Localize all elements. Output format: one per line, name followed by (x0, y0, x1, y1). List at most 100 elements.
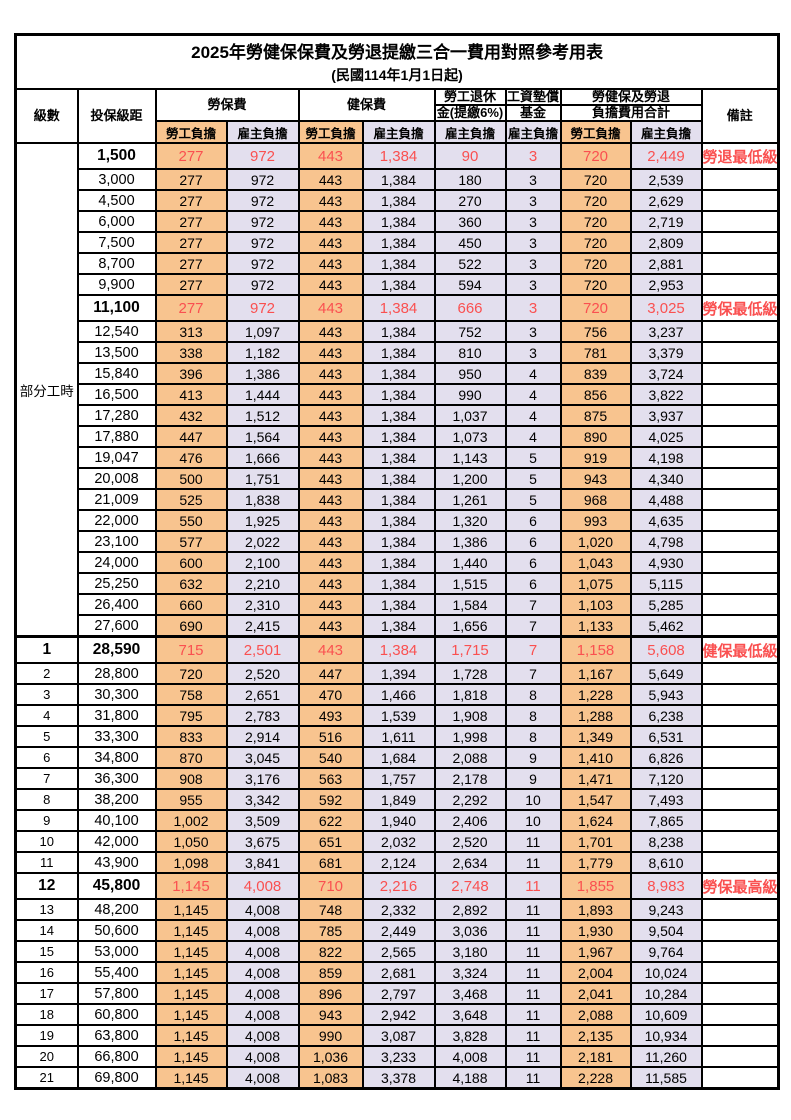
level-cell: 7 (14, 767, 79, 790)
health-ins-employer-cell: 2,032 (361, 830, 436, 853)
total-employee-cell: 993 (559, 509, 632, 532)
group-header-row-1: 級數 投保級距 勞保費 健保費 勞工退休 工資墊償 勞健保及勞退 備註 (14, 88, 780, 144)
health-ins-employer-cell: 1,394 (361, 662, 436, 685)
labor-ins-employee-cell: 476 (154, 446, 228, 469)
remark-cell (700, 551, 780, 574)
labor-ins-employer-cell: 972 (225, 294, 300, 322)
health-ins-employee-cell: 443 (297, 614, 364, 638)
bracket-cell: 69,800 (76, 1066, 157, 1090)
level-cell: 20 (14, 1045, 79, 1068)
total-employer-cell: 10,934 (629, 1024, 703, 1047)
pension-employer-cell: 1,143 (433, 446, 507, 469)
health-ins-employer-cell: 1,384 (361, 252, 436, 275)
bracket-cell: 4,500 (76, 189, 157, 212)
labor-ins-employer-cell: 3,675 (225, 830, 300, 853)
pension-employer-cell: 1,515 (433, 572, 507, 595)
remark-cell (700, 446, 780, 469)
wage-fund-employer-cell: 11 (504, 1024, 562, 1047)
health-ins-employee-cell: 447 (297, 662, 364, 685)
total-employer-cell: 5,943 (629, 683, 703, 706)
table-row: 6 34,800 870 3,045 540 1,684 2,088 9 1,4… (14, 746, 780, 769)
header-total-line2: 負擔費用合計 (559, 104, 703, 122)
subheader-total-employee: 勞工負擔 (559, 120, 632, 144)
total-employer-cell: 2,809 (629, 231, 703, 254)
bracket-cell: 31,800 (76, 704, 157, 727)
bracket-cell: 6,000 (76, 210, 157, 233)
labor-ins-employee-cell: 1,145 (154, 1045, 228, 1068)
total-employee-cell: 720 (559, 273, 632, 296)
level-cell: 5 (14, 725, 79, 748)
pension-employer-cell: 2,088 (433, 746, 507, 769)
table-row: 5 33,300 833 2,914 516 1,611 1,998 8 1,3… (14, 725, 780, 748)
total-employer-cell: 10,284 (629, 982, 703, 1005)
wage-fund-employer-cell: 11 (504, 872, 562, 900)
total-employee-cell: 720 (559, 294, 632, 322)
bracket-cell: 55,400 (76, 961, 157, 984)
remark-cell (700, 830, 780, 853)
total-employee-cell: 1,410 (559, 746, 632, 769)
pension-employer-cell: 2,292 (433, 788, 507, 811)
health-ins-employee-cell: 443 (297, 488, 364, 511)
remark-cell (700, 488, 780, 511)
total-employee-cell: 1,855 (559, 872, 632, 900)
total-employer-cell: 10,024 (629, 961, 703, 984)
bracket-cell: 19,047 (76, 446, 157, 469)
header-health-insurance: 健保費 (297, 88, 436, 122)
remark-cell (700, 341, 780, 364)
page-subtitle: (民國114年1月1日起) (331, 66, 463, 83)
remark-cell (700, 725, 780, 748)
labor-ins-employer-cell: 2,520 (225, 662, 300, 685)
total-employer-cell: 4,025 (629, 425, 703, 448)
bracket-cell: 48,200 (76, 898, 157, 921)
health-ins-employer-cell: 3,378 (361, 1066, 436, 1090)
health-ins-employee-cell: 443 (297, 530, 364, 553)
health-ins-employee-cell: 443 (297, 252, 364, 275)
health-ins-employer-cell: 1,940 (361, 809, 436, 832)
labor-ins-employee-cell: 715 (154, 635, 228, 664)
health-ins-employer-cell: 1,384 (361, 404, 436, 427)
total-employer-cell: 5,649 (629, 662, 703, 685)
bracket-cell: 27,600 (76, 614, 157, 638)
bracket-cell: 26,400 (76, 593, 157, 616)
level-cell: 2 (14, 662, 79, 685)
table-row: 12 45,800 1,145 4,008 710 2,216 2,748 11… (14, 872, 780, 900)
wage-fund-employer-cell: 7 (504, 662, 562, 685)
health-ins-employer-cell: 1,384 (361, 572, 436, 595)
bracket-cell: 15,840 (76, 362, 157, 385)
total-employee-cell: 1,228 (559, 683, 632, 706)
labor-ins-employer-cell: 3,176 (225, 767, 300, 790)
remark-cell (700, 362, 780, 385)
wage-fund-employer-cell: 5 (504, 446, 562, 469)
remark-cell (700, 509, 780, 532)
health-ins-employee-cell: 443 (297, 635, 364, 664)
labor-ins-employer-cell: 4,008 (225, 1066, 300, 1090)
level-cell: 1 (14, 635, 79, 664)
labor-ins-employee-cell: 277 (154, 231, 228, 254)
labor-ins-employer-cell: 1,564 (225, 425, 300, 448)
table-title-cell: 2025年勞健保保費及勞退提繳三合一費用對照參考用表 (民國114年1月1日起) (14, 33, 780, 90)
table-row: 13 48,200 1,145 4,008 748 2,332 2,892 11… (14, 898, 780, 921)
bracket-cell: 24,000 (76, 551, 157, 574)
health-ins-employer-cell: 3,233 (361, 1045, 436, 1068)
remark-cell: 勞退最低級距 (700, 142, 780, 170)
wage-fund-employer-cell: 11 (504, 940, 562, 963)
total-employer-cell: 2,881 (629, 252, 703, 275)
total-employer-cell: 7,865 (629, 809, 703, 832)
health-ins-employee-cell: 516 (297, 725, 364, 748)
total-employee-cell: 720 (559, 142, 632, 170)
health-ins-employer-cell: 1,384 (361, 189, 436, 212)
total-employer-cell: 9,243 (629, 898, 703, 921)
wage-fund-employer-cell: 3 (504, 273, 562, 296)
pension-employer-cell: 3,180 (433, 940, 507, 963)
wage-fund-employer-cell: 11 (504, 851, 562, 874)
level-cell: 18 (14, 1003, 79, 1026)
premium-reference-table: 2025年勞健保保費及勞退提繳三合一費用對照參考用表 (民國114年1月1日起)… (14, 33, 781, 1090)
labor-ins-employee-cell: 525 (154, 488, 228, 511)
remark-cell (700, 982, 780, 1005)
table-row: 18 60,800 1,145 4,008 943 2,942 3,648 11… (14, 1003, 780, 1026)
total-employee-cell: 839 (559, 362, 632, 385)
wage-fund-employer-cell: 9 (504, 746, 562, 769)
labor-ins-employer-cell: 1,751 (225, 467, 300, 490)
labor-ins-employee-cell: 870 (154, 746, 228, 769)
bracket-cell: 3,000 (76, 168, 157, 191)
